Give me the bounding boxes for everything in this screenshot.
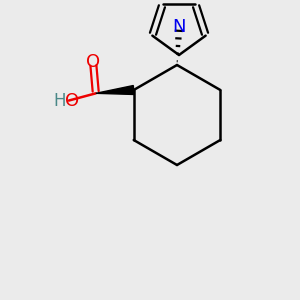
Text: O: O [65, 92, 79, 110]
Text: N: N [172, 18, 186, 36]
Text: H: H [53, 92, 66, 110]
Text: O: O [86, 53, 100, 71]
Polygon shape [96, 85, 134, 94]
